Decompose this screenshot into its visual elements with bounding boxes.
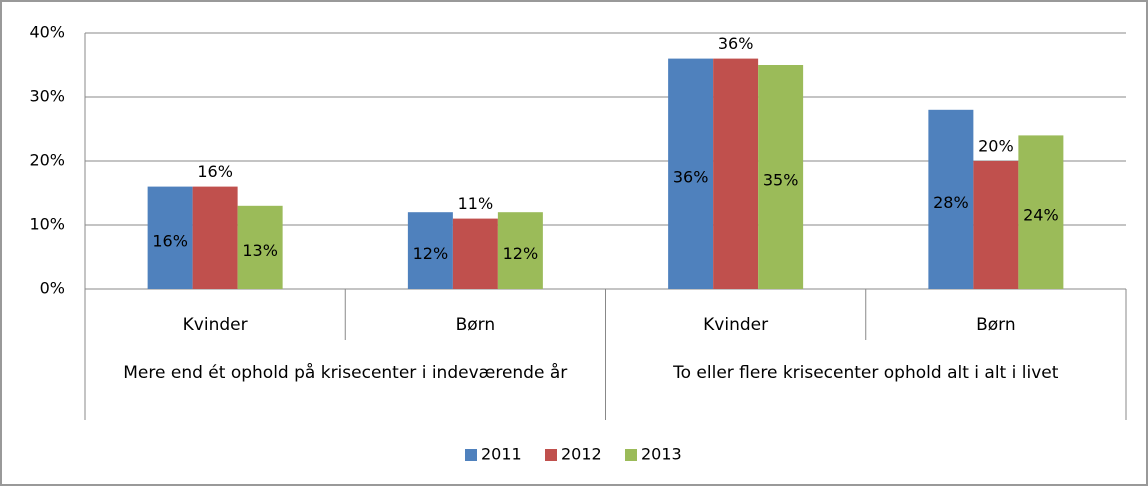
data-label: 13% [242, 241, 278, 260]
bar [407, 212, 453, 289]
data-label: 16% [197, 162, 233, 181]
x-tick-label: Børn [976, 315, 1016, 335]
data-label: 28% [933, 193, 969, 212]
group-label: Mere end ét ophold på krisecenter i inde… [123, 363, 568, 383]
bar [973, 161, 1019, 289]
x-tick-label: Børn [456, 315, 496, 335]
bar [668, 58, 714, 289]
data-label: 16% [152, 231, 188, 250]
legend-label: 2013 [641, 445, 682, 464]
data-label: 24% [1023, 206, 1059, 225]
y-tick-label: 40% [29, 23, 65, 42]
group-label-box: To eller flere krisecenter ophold alt i … [673, 363, 1059, 383]
x-tick-label: Kvinder [703, 315, 768, 335]
data-label: 35% [763, 171, 799, 190]
y-tick-label: 10% [29, 215, 65, 234]
y-tick-label: 20% [29, 151, 65, 170]
group-label-box: Mere end ét ophold på krisecenter i inde… [123, 363, 568, 383]
bar [452, 218, 498, 289]
x-tick-label: Kvinder [183, 315, 248, 335]
data-label: 36% [718, 34, 754, 53]
bar [147, 186, 193, 289]
bar [713, 58, 759, 289]
legend-label: 2012 [561, 445, 602, 464]
bar [237, 205, 283, 289]
y-tick-label: 0% [40, 279, 65, 298]
group-label: To eller flere krisecenter ophold alt i … [673, 363, 1059, 383]
legend-swatch [625, 449, 637, 461]
bar [192, 186, 238, 289]
legend-swatch [545, 449, 557, 461]
y-tick-label: 30% [29, 87, 65, 106]
bar [928, 109, 974, 289]
data-label: 11% [458, 194, 494, 213]
bar [497, 212, 543, 289]
data-label: 12% [413, 244, 449, 263]
legend-label: 2011 [481, 445, 522, 464]
bar [758, 65, 804, 289]
bar [1018, 135, 1064, 289]
data-label: 12% [503, 244, 539, 263]
data-label: 20% [978, 137, 1014, 156]
legend-swatch [465, 449, 477, 461]
data-label: 36% [673, 167, 709, 186]
